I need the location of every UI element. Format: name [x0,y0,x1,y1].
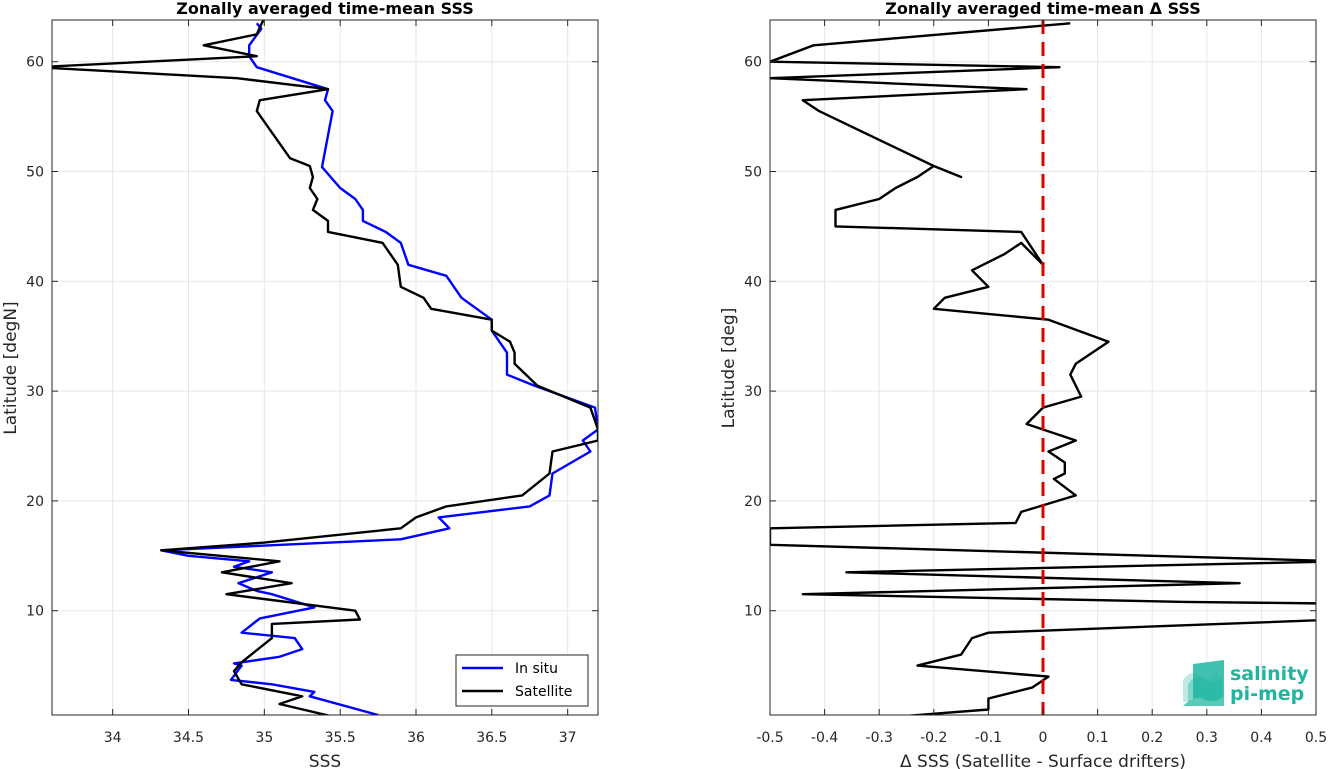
x-tick-label: 0.2 [1141,730,1163,746]
series-group-left [52,20,598,715]
panel-left: 34 34.5 35 35.5 36 36.5 37 10 20 30 40 50 60 Zonally… [1,0,599,769]
y-tick-label: 40 [26,274,44,290]
x-tick-label: 0.5 [1305,730,1327,746]
legend-label-in-situ: In situ [515,661,558,677]
x-tick-label: -0.2 [920,730,947,746]
y-tick-label: 50 [26,165,44,181]
axes-frame-left [51,19,599,716]
series-line-in-situ [159,22,598,715]
y-tick-label: 20 [26,494,44,510]
series-group-right [770,22,1316,715]
y-tick-label: 60 [26,55,44,71]
x-tick-label: 34.5 [173,730,204,746]
x-tick-label: -0.3 [866,730,893,746]
y-tick-label: 30 [26,384,44,400]
y-tick-label: 50 [744,165,762,181]
panel-right: -0.5 -0.4 -0.3 -0.2 -0.1 0 0.1 0.2 0.3 0.4 0.5 10 20… [719,0,1327,769]
x-tick-label: -0.4 [811,730,838,746]
logo-text-line1: salinity [1230,663,1309,685]
x-tick-label: 37 [559,730,577,746]
y-tick-label: 60 [744,55,762,71]
legend-box [455,654,589,707]
x-tick-label: 36 [407,730,425,746]
x-tick-label: 0.4 [1250,730,1272,746]
ticks-left: 34 34.5 35 35.5 36 36.5 37 10 20 30 40 50 60 [26,20,598,746]
x-axis-label-left: SSS [309,752,341,769]
x-tick-label: -0.1 [975,730,1002,746]
series-line-delta-sss [770,22,1316,715]
y-tick-label: 10 [26,604,44,620]
x-tick-label: 35.5 [325,730,356,746]
salinity-pi-mep-logo: salinity pi-mep [1183,660,1309,706]
y-axis-label-right: Latitude [deg] [719,308,739,429]
x-tick-label: 35 [255,730,273,746]
chart-title-right: Zonally averaged time-mean Δ SSS [885,0,1201,18]
logo-waves-icon [1183,660,1224,706]
legend: In situ Satellite [455,654,589,707]
y-tick-label: 30 [744,384,762,400]
x-tick-label: -0.5 [756,730,783,746]
legend-label-satellite: Satellite [515,684,572,700]
ticks-right: -0.5 -0.4 -0.3 -0.2 -0.1 0 0.1 0.2 0.3 0.4 0.5 10 20… [744,20,1327,746]
grid-left [52,20,598,715]
logo-text-line2: pi-mep [1230,683,1304,705]
y-axis-label-left: Latitude [degN] [1,301,21,434]
x-tick-label: 36.5 [476,730,507,746]
y-tick-label: 20 [744,494,762,510]
x-tick-label: 0 [1039,730,1048,746]
y-tick-label: 10 [744,604,762,620]
x-tick-label: 0.1 [1086,730,1108,746]
series-line-satellite [52,20,598,715]
x-tick-label: 34 [104,730,122,746]
x-axis-label-right: Δ SSS (Satellite - Surface drifters) [900,752,1186,769]
x-tick-label: 0.3 [1196,730,1218,746]
y-tick-label: 40 [744,274,762,290]
chart-title-left: Zonally averaged time-mean SSS [176,0,474,18]
